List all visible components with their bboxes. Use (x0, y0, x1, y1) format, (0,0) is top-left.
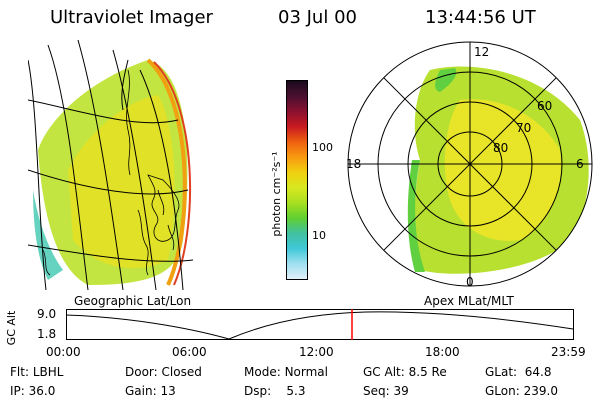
altitude-axis-label: GC Alt (5, 310, 18, 346)
color-scale-bar (286, 80, 308, 280)
coastline-outlines (42, 69, 180, 276)
mlat-label-70: 70 (516, 121, 531, 135)
status-flt: Flt: LBHL (10, 365, 64, 379)
status-glon: GLon: 239.0 (485, 384, 558, 398)
status-gc-alt: GC Alt: 8.5 Re (363, 365, 447, 379)
status-seq: Seq: 39 (363, 384, 409, 398)
mlt-label-12: 12 (474, 45, 489, 59)
time-tick-0000: 00:00 (46, 345, 81, 359)
status-door: Door: Closed (125, 365, 202, 379)
geographic-image-panel (28, 40, 194, 290)
colorbar-tick-10: 10 (312, 229, 326, 242)
altitude-curve (66, 311, 574, 340)
time-tick-2359: 23:59 (551, 345, 586, 359)
mlat-label-80: 80 (493, 141, 508, 155)
instrument-title: Ultraviolet Imager (50, 7, 213, 28)
polar-grid (347, 41, 593, 287)
status-glat: GLat: 64.8 (485, 365, 552, 379)
observation-date: 03 Jul 00 (278, 7, 357, 28)
mlt-label-0: 0 (466, 275, 474, 289)
polar-mlat-mlt-plot: 12 6 0 18 60 70 80 (346, 41, 593, 289)
mlt-label-6: 6 (576, 157, 584, 171)
status-ip: IP: 36.0 (10, 384, 56, 398)
altitude-tick-max: 9.0 (37, 307, 57, 321)
mlt-label-18: 18 (346, 157, 361, 171)
observation-time: 13:44:56 UT (425, 7, 536, 28)
time-tick-0600: 06:00 (172, 345, 207, 359)
colorbar-units-label: photon cm⁻²s⁻¹ (270, 151, 283, 237)
colorbar-tick-100: 100 (312, 141, 333, 154)
status-dsp: Dsp: 5.3 (244, 384, 306, 398)
mlat-label-60: 60 (537, 99, 552, 113)
altitude-plot-frame (66, 309, 574, 340)
time-tick-1200: 12:00 (299, 345, 334, 359)
status-mode: Mode: Normal (244, 365, 328, 379)
altitude-time-plot (66, 309, 574, 340)
geographic-projection-label: Geographic Lat/Lon (74, 294, 192, 308)
status-gain: Gain: 13 (125, 384, 176, 398)
time-tick-1800: 18:00 (425, 345, 460, 359)
geo-grid-lines (28, 40, 194, 290)
apex-projection-label: Apex MLat/MLT (424, 294, 514, 308)
altitude-tick-min: 1.8 (37, 327, 57, 341)
